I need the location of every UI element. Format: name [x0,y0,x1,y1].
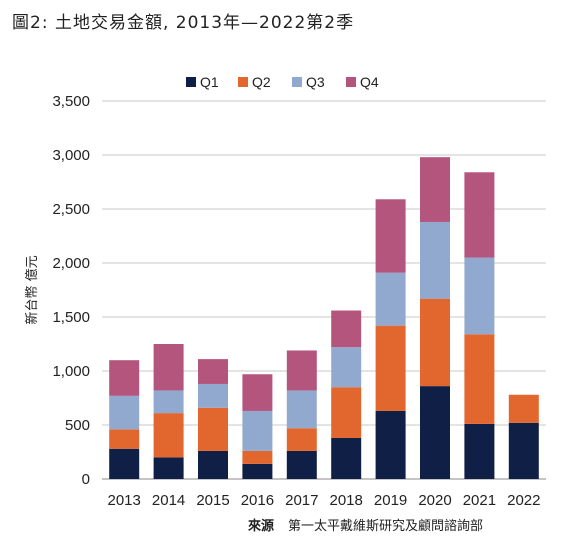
x-tick-label: 2018 [330,492,363,509]
bar-segment-q3-2021 [464,257,495,335]
x-tick-label: 2021 [463,492,496,509]
bar-segment-q4-2017 [286,350,317,391]
x-tick-label: 2015 [196,492,229,509]
legend-swatch-q1 [186,77,196,87]
x-tick-label: 2020 [418,492,451,509]
bar-segment-q4-2018 [331,310,362,348]
bar-segment-q3-2016 [242,410,273,451]
legend-label-q4: Q4 [360,74,379,90]
y-tick-label: 1,500 [52,309,90,326]
y-tick-label: 2,000 [52,255,90,272]
bar-segment-q1-2022 [508,422,539,479]
legend: Q1 Q2 Q3 Q4 [186,74,379,90]
bar-segment-q1-2020 [420,386,450,479]
bar-segment-q2-2019 [375,325,406,411]
bar-segment-q2-2022 [508,394,539,423]
chart-title: 圖2: 土地交易金額, 2013年—2022第2季 [12,13,355,33]
legend-swatch-q2 [238,77,248,87]
y-tick-label: 1,000 [52,363,90,380]
legend-label-q3: Q3 [306,74,325,90]
bar-segment-q2-2014 [153,413,184,458]
legend-label-q2: Q2 [252,74,271,90]
bar-segment-q2-2017 [286,428,317,451]
bar-segment-q4-2019 [375,199,406,273]
bar-segment-q3-2013 [109,395,140,430]
bar-segment-q4-2015 [198,359,228,384]
bar-segment-q3-2020 [420,221,450,299]
bar-segment-q4-2016 [242,374,273,411]
bar-segment-q4-2014 [153,344,184,391]
x-tick-label: 2022 [507,492,540,509]
y-tick-label: 3,500 [52,93,90,110]
bar-segment-q4-2013 [109,360,140,396]
x-tick-label: 2017 [285,492,318,509]
bar-segment-q4-2021 [464,172,495,258]
y-tick-label: 500 [65,417,90,434]
x-tick-label: 2014 [152,492,185,509]
bar-segment-q1-2019 [375,410,406,479]
x-tick-label: 2013 [108,492,141,509]
bar-segment-q3-2017 [286,390,317,429]
bar-segment-q1-2017 [286,450,317,479]
y-tick-label: 0 [82,471,90,488]
y-tick-labels: 0 500 1,000 1,500 2,000 2,500 3,000 3,500 [52,93,90,488]
bar-segment-q1-2014 [153,457,184,479]
bar-segment-q3-2015 [198,383,228,408]
bar-segment-q2-2016 [242,450,273,464]
y-tick-label: 2,500 [52,201,90,218]
x-tick-labels: 2013 2014 2015 2016 2017 2018 2019 2020 2021 2022 [108,492,541,509]
legend-swatch-q4 [346,77,356,87]
bar-segment-q3-2019 [375,272,406,326]
y-axis-label: 新台幣 億元 [24,255,40,324]
y-tick-label: 3,000 [52,147,90,164]
bar-segment-q2-2015 [198,407,228,451]
legend-label-q1: Q1 [200,74,219,90]
bar-segment-q2-2021 [464,334,495,424]
bar-segment-q1-2013 [109,448,140,479]
x-tick-label: 2016 [241,492,274,509]
bar-segment-q4-2020 [420,157,450,222]
bar-segment-q3-2018 [331,347,362,388]
bar-segment-q3-2014 [153,390,184,414]
source-label: 來源 [248,518,274,534]
legend-swatch-q3 [292,77,302,87]
source-text: 第一太平戴維斯研究及顧問諮詢部 [288,518,483,534]
bar-segment-q1-2015 [198,450,228,479]
bar-segment-q1-2021 [464,423,495,479]
bar-segment-q2-2018 [331,387,362,438]
bars [109,157,539,479]
bar-segment-q2-2013 [109,429,140,449]
x-tick-label: 2019 [374,492,407,509]
bar-segment-q2-2020 [420,298,450,387]
bar-segment-q1-2016 [242,463,273,479]
bar-segment-q1-2018 [331,437,362,479]
